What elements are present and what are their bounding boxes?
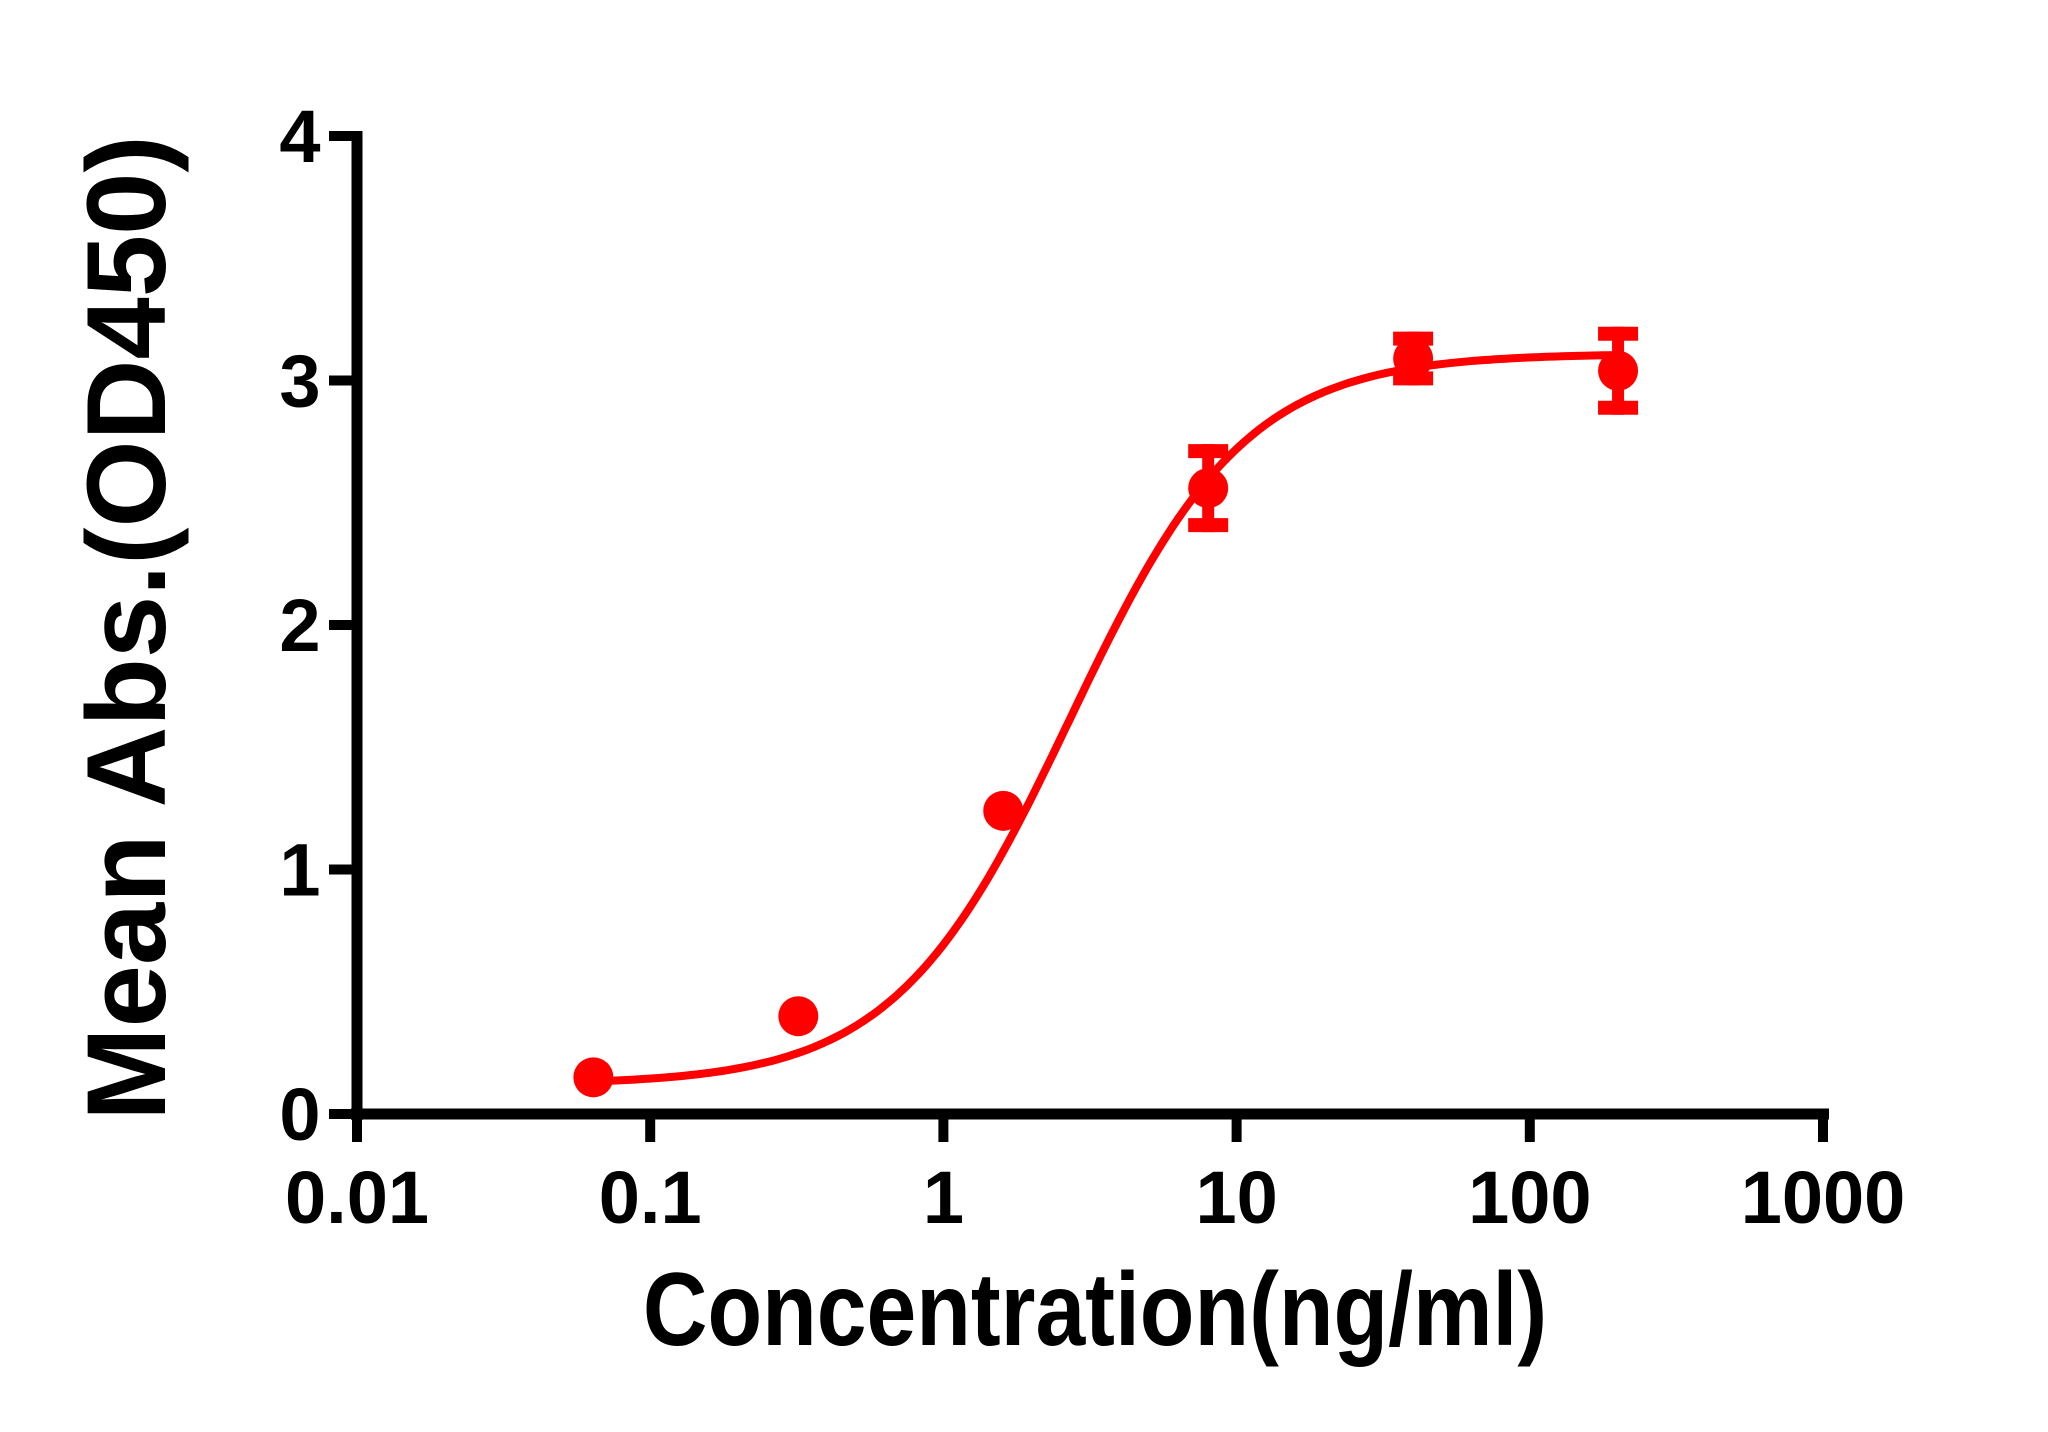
x-tick-label: 10 <box>1195 1156 1277 1239</box>
data-point-marker <box>1598 350 1639 391</box>
x-tick-label: 0.01 <box>285 1156 429 1239</box>
data-points <box>573 338 1639 1098</box>
data-point-marker <box>1188 468 1229 509</box>
x-tick-label: 1 <box>923 1156 964 1239</box>
y-axis-ticks: 0 1 2 3 4 <box>279 95 357 1156</box>
x-tick-label: 1000 <box>1741 1156 1906 1239</box>
x-axis-ticks: 0.01 0.1 1 10 100 1000 <box>285 1114 1905 1239</box>
x-axis-title: Concentration(ng/ml) <box>643 1251 1547 1368</box>
y-tick-label: 4 <box>279 95 320 178</box>
data-point-marker <box>573 1057 614 1098</box>
y-tick-label: 0 <box>279 1073 320 1156</box>
y-tick-label: 2 <box>279 584 320 667</box>
fit-curve <box>589 351 1623 1086</box>
y-tick-label: 3 <box>279 340 320 423</box>
data-point-marker <box>778 996 819 1037</box>
x-tick-label: 100 <box>1468 1156 1591 1239</box>
y-tick-label: 1 <box>279 829 320 912</box>
y-axis-title: Mean Abs.(OD450) <box>64 135 189 1120</box>
data-point-marker <box>983 790 1024 831</box>
data-point-marker <box>1393 338 1434 379</box>
axes <box>351 131 1829 1120</box>
x-tick-label: 0.1 <box>599 1156 702 1239</box>
